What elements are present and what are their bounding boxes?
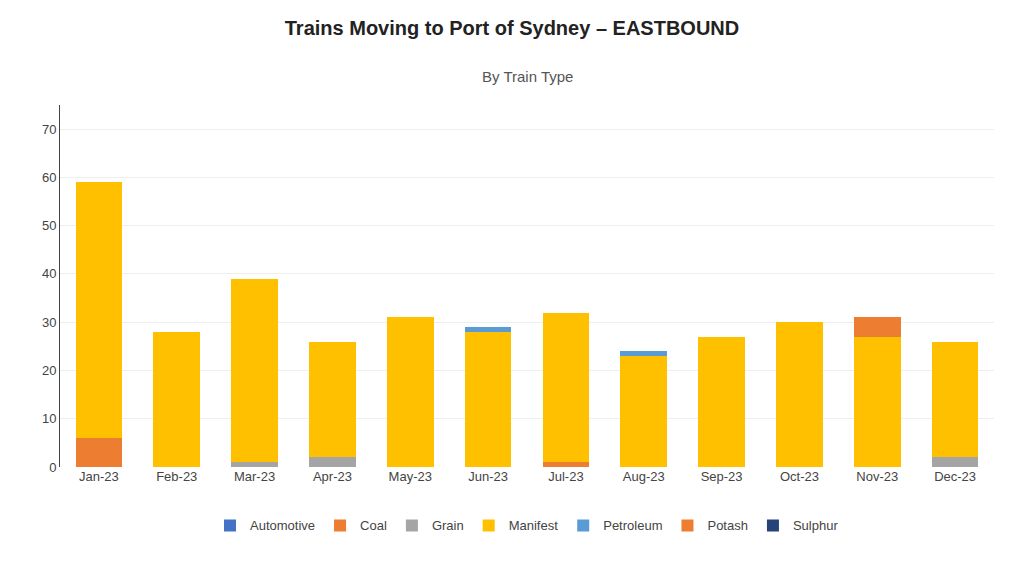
- svg-text:0: 0: [49, 460, 56, 475]
- svg-text:By Train Type: By Train Type: [482, 68, 573, 85]
- svg-text:Mar-23: Mar-23: [234, 469, 275, 484]
- svg-text:Sulphur: Sulphur: [793, 518, 838, 533]
- svg-text:Potash: Potash: [707, 518, 747, 533]
- svg-text:Sep-23: Sep-23: [701, 469, 743, 484]
- svg-text:Oct-23: Oct-23: [780, 469, 819, 484]
- svg-text:Dec-23: Dec-23: [934, 469, 976, 484]
- svg-text:Jan-23: Jan-23: [79, 469, 119, 484]
- svg-text:Trains Moving to Port of Sydne: Trains Moving to Port of Sydney – EASTBO…: [285, 17, 740, 39]
- svg-text:Nov-23: Nov-23: [856, 469, 898, 484]
- svg-text:Aug-23: Aug-23: [623, 469, 665, 484]
- svg-text:Automotive: Automotive: [250, 518, 315, 533]
- svg-text:40: 40: [42, 266, 56, 281]
- svg-text:50: 50: [42, 218, 56, 233]
- svg-text:70: 70: [42, 122, 56, 137]
- svg-text:Jun-23: Jun-23: [468, 469, 508, 484]
- svg-text:20: 20: [42, 363, 56, 378]
- svg-text:Manifest: Manifest: [509, 518, 559, 533]
- svg-text:30: 30: [42, 315, 56, 330]
- svg-text:Feb-23: Feb-23: [156, 469, 197, 484]
- svg-text:Grain: Grain: [432, 518, 464, 533]
- svg-text:Apr-23: Apr-23: [313, 469, 352, 484]
- svg-text:60: 60: [42, 170, 56, 185]
- svg-text:Jul-23: Jul-23: [548, 469, 583, 484]
- svg-text:Coal: Coal: [360, 518, 387, 533]
- svg-text:May-23: May-23: [389, 469, 432, 484]
- svg-text:10: 10: [42, 411, 56, 426]
- svg-text:Petroleum: Petroleum: [603, 518, 662, 533]
